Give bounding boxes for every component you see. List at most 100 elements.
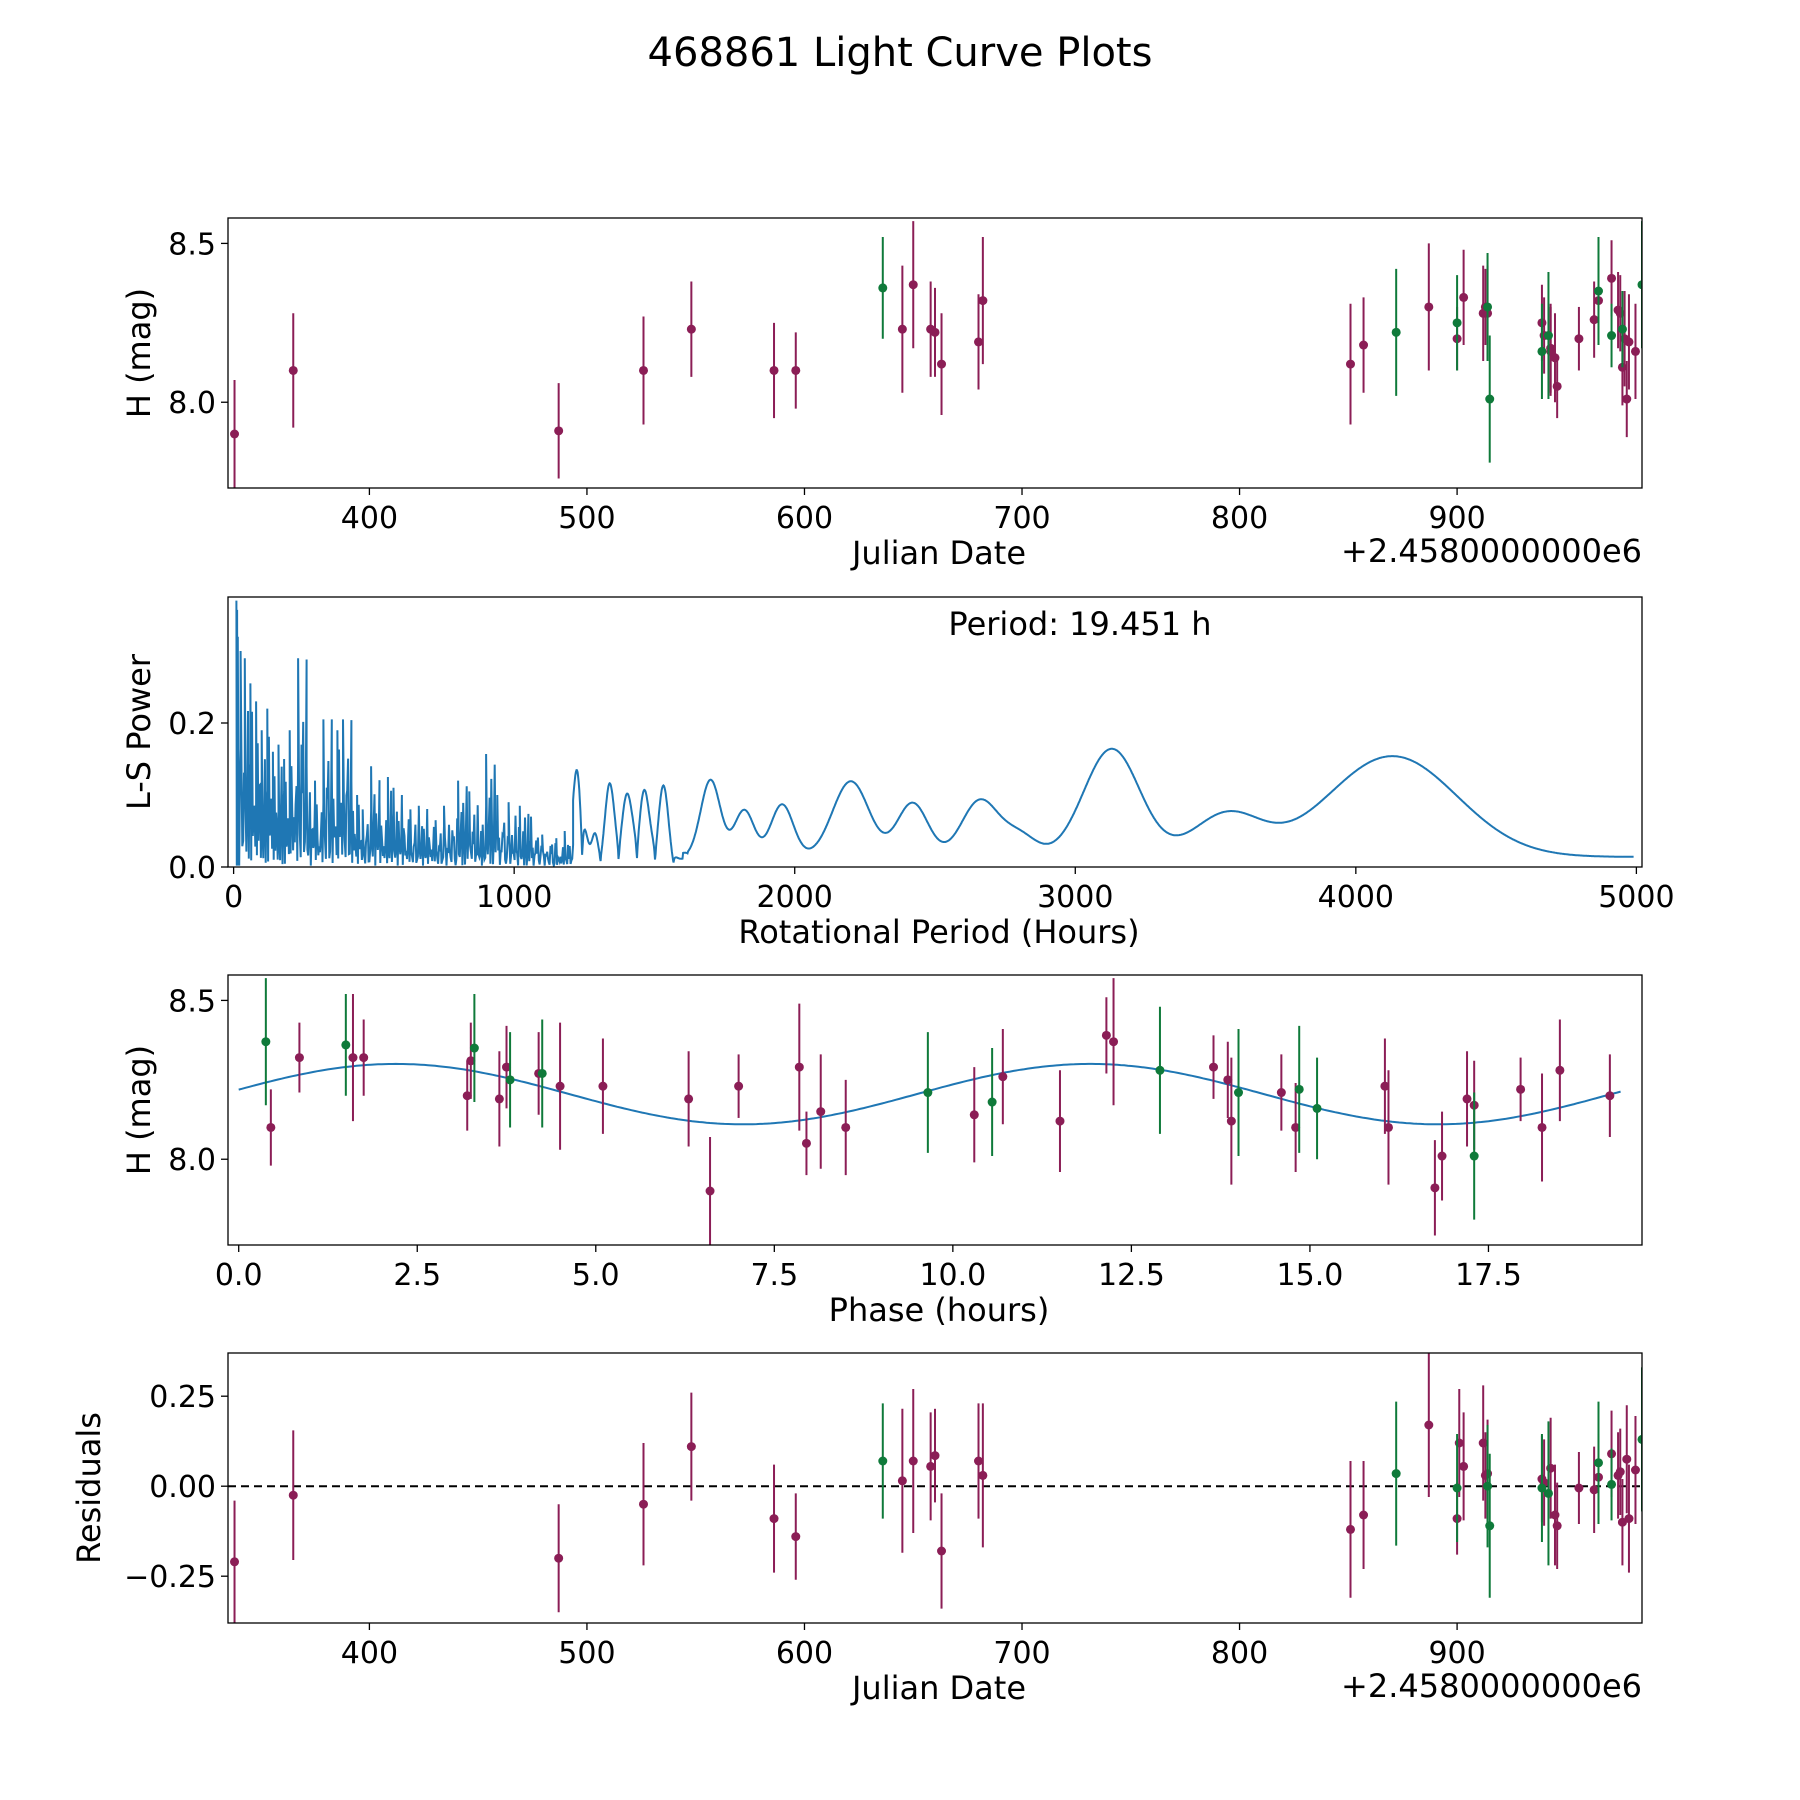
data-point [1538,1123,1547,1132]
x-tick-label: 800 [1211,1636,1268,1671]
data-point [978,296,987,305]
x-tick-label: 1000 [476,880,552,915]
data-point [1453,318,1462,327]
x-tick-label: 4000 [1318,880,1394,915]
data-point [770,1514,779,1523]
data-point [1594,1458,1603,1467]
data-point [1209,1063,1218,1072]
x-tick-label: 12.5 [1098,1258,1165,1293]
data-point [1631,1466,1640,1475]
x-tick-label: 700 [993,1636,1050,1671]
data-point [1459,293,1468,302]
phase-axes: 0.0 2.5 5.0 7.5 10.0 12.5 15.0 17.5 8.0 8.5 Phase … [120,975,1642,1329]
y-axis-label: H (mag) [120,1045,158,1175]
data-point [791,1532,800,1541]
x-tick-label: 7.5 [750,1258,798,1293]
x-tick-label: 700 [993,501,1050,536]
data-point [898,1476,907,1485]
y-axis-label: L-S Power [120,653,158,810]
data-point [1155,1066,1164,1075]
data-point [802,1139,811,1148]
data-point [1631,347,1640,356]
periodogram-line [236,601,1633,866]
x-axis-label: Phase (hours) [829,1291,1050,1329]
data-point [1453,1484,1462,1493]
data-point [295,1053,304,1062]
data-point [1544,1489,1553,1498]
data-point [1574,334,1583,343]
data-point [1424,1421,1433,1430]
data-point [1516,1085,1525,1094]
data-point [1359,341,1368,350]
x-tick-label: 0 [224,880,243,915]
data-point [556,1082,565,1091]
data-point [926,1462,935,1471]
data-point [1553,1521,1562,1530]
data-point [1359,1511,1368,1520]
y-tick-label: 0.00 [149,1470,216,1505]
data-point [909,280,918,289]
data-point [1607,331,1616,340]
data-point [1605,1091,1614,1100]
x-tick-label: 2.5 [393,1258,441,1293]
data-point [974,337,983,346]
data-point [1346,1525,1355,1534]
data-point [970,1110,979,1119]
data-point [974,1457,983,1466]
data-point [1277,1088,1286,1097]
figure: 468861 Light Curve Plots 400 500 600 700 800… [0,0,1800,1800]
data-point [1055,1117,1064,1126]
data-point [1227,1117,1236,1126]
data-point [266,1123,275,1132]
data-point [341,1040,350,1049]
data-point [687,325,696,334]
lightcurve-axes: 400 500 600 700 800 9008.08.5Julian DateH (ma… [120,218,1647,572]
data-point [1483,302,1492,311]
x-tick-label: 0.0 [215,1258,263,1293]
x-axis-label: Rotational Period (Hours) [738,913,1139,951]
y-tick-label: 0.25 [149,1380,216,1415]
data-point [1459,1462,1468,1471]
data-point [841,1123,850,1132]
x-tick-label: 600 [776,1636,833,1671]
data-point [816,1107,825,1116]
data-point [230,1557,239,1566]
data-point [1544,331,1553,340]
x-tick-label: 800 [1211,501,1268,536]
x-tick-label: 5.0 [572,1258,620,1293]
x-tick-label: 2000 [757,880,833,915]
lightcurve-plot-area [230,221,1646,488]
data-point [1607,1480,1616,1489]
data-point [230,430,239,439]
data-point [1346,360,1355,369]
y-tick-label: 0.2 [168,707,216,742]
data-point [261,1037,270,1046]
x-axis-label: Julian Date [850,1669,1026,1707]
data-point [1616,1467,1625,1476]
data-point [937,360,946,369]
data-point [770,366,779,375]
data-point [1594,287,1603,296]
data-point [359,1053,368,1062]
data-point [923,1088,932,1097]
data-point [1624,1514,1633,1523]
data-point [1470,1152,1479,1161]
residuals-plot-area [230,1353,1646,1623]
data-point [289,1491,298,1500]
x-offset-label: +2.4580000000e6 [1341,532,1642,570]
x-tick-label: 15.0 [1277,1258,1344,1293]
x-axis-label: Julian Date [850,534,1026,572]
data-point [687,1442,696,1451]
data-point [937,1547,946,1556]
x-tick-label: 600 [776,501,833,536]
data-point [1102,1031,1111,1040]
data-point [1485,395,1494,404]
data-point [1392,328,1401,337]
data-point [495,1094,504,1103]
y-tick-label: 0.0 [168,851,216,886]
data-point [931,1451,940,1460]
data-point [1590,1485,1599,1494]
data-point [1234,1088,1243,1097]
data-point [998,1072,1007,1081]
periodogram-axes: 0 1000 2000 3000 4000 5000 0.0 0.2 Rotational Pe… [120,597,1675,951]
